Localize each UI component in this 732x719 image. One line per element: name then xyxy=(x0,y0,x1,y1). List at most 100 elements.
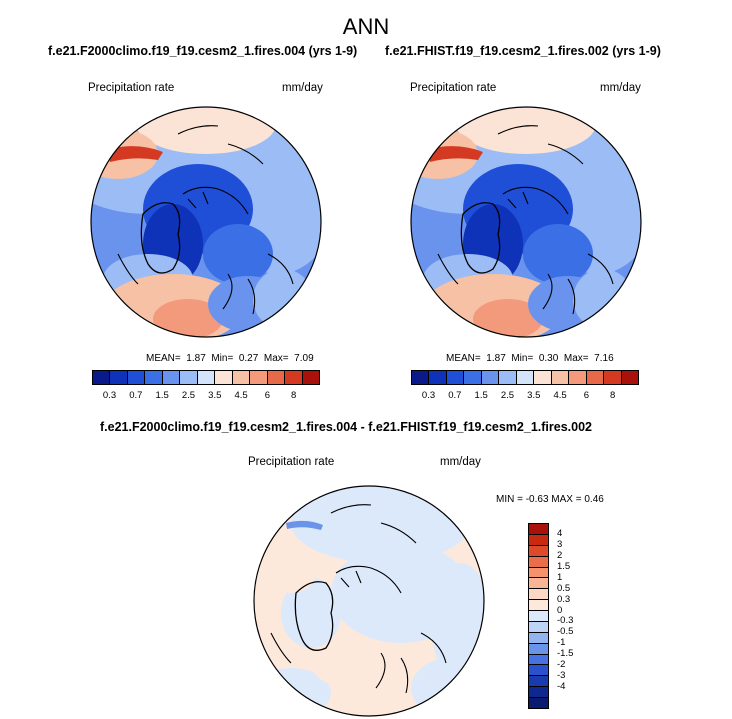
colorbar-tick-label: 4 xyxy=(557,527,563,539)
colorbar-tick-label: 2.5 xyxy=(181,390,196,401)
colorbar-swatch xyxy=(529,589,548,601)
colorbar-swatch xyxy=(145,371,163,384)
colorbar-tick-label: 0.3 xyxy=(557,593,571,605)
panel2-units-label: mm/day xyxy=(600,82,641,94)
colorbar-swatch xyxy=(569,371,587,384)
colorbar-swatch xyxy=(516,371,535,384)
colorbar-tick-label: -1.5 xyxy=(557,648,574,660)
panel1-units-label: mm/day xyxy=(282,82,323,94)
colorbar-tick-label: -3 xyxy=(557,670,566,682)
colorbar-swatch xyxy=(529,654,548,666)
colorbar-tick-label: -4 xyxy=(557,681,566,693)
main-title: ANN xyxy=(342,14,390,39)
difference-title: f.e21.F2000climo.f19_f19.cesm2_1.fires.0… xyxy=(100,420,592,434)
colorbar-tick-label: 4.5 xyxy=(553,390,567,401)
colorbar-swatch xyxy=(529,621,548,633)
panel2-stats: MEAN= 1.87 Min= 0.30 Max= 7.16 xyxy=(446,353,614,364)
colorbar-tick-label: -2 xyxy=(557,659,566,671)
panel2-case-title: f.e21.FHIST.f19_f19.cesm2_1.fires.002 (y… xyxy=(385,44,661,58)
colorbar-tick-label: 3.5 xyxy=(208,390,222,401)
difference-polar-map xyxy=(253,485,485,717)
panel1-min-label: Min= xyxy=(211,353,234,364)
panel1-variable-label: Precipitation rate xyxy=(88,82,175,94)
colorbar-tick-label: 1.5 xyxy=(557,560,571,572)
colorbar-swatch xyxy=(529,665,548,677)
colorbar-swatch xyxy=(529,600,548,611)
colorbar-tick-label: 6 xyxy=(264,390,271,401)
colorbar-swatch xyxy=(621,371,639,384)
colorbar-tick-label: 8 xyxy=(291,390,297,401)
colorbar-swatch xyxy=(110,371,128,384)
colorbar-swatch xyxy=(464,371,482,384)
colorbar-swatch xyxy=(481,371,500,384)
colorbar-tick-label: 3.5 xyxy=(527,390,541,401)
colorbar-swatch xyxy=(267,371,286,384)
colorbar-swatch xyxy=(529,534,548,546)
colorbar-swatch xyxy=(232,371,251,384)
panel1-stats: MEAN= 1.87 Min= 0.27 Max= 7.09 xyxy=(146,353,314,364)
colorbar-swatch xyxy=(180,371,198,384)
colorbar-tick-label: 1.5 xyxy=(474,390,488,401)
colorbar-tick-label: 3 xyxy=(557,538,563,550)
colorbar-tick-label: 6 xyxy=(583,390,590,401)
panel2-colorbar xyxy=(411,370,639,385)
panel1-max-label: Max= xyxy=(263,353,289,364)
colorbar-swatch xyxy=(285,371,303,384)
colorbar-swatch xyxy=(93,371,111,384)
panel2-max-value: 7.16 xyxy=(594,353,614,364)
panel2-min-label: Min= xyxy=(511,353,534,364)
difference-units-label: mm/day xyxy=(440,456,481,468)
panel1-case-title: f.e21.F2000climo.f19_f19.cesm2_1.fires.0… xyxy=(48,44,358,58)
colorbar-tick-label: 8 xyxy=(610,390,616,401)
colorbar-swatch xyxy=(551,371,570,384)
colorbar-swatch xyxy=(534,371,552,384)
colorbar-swatch xyxy=(499,371,517,384)
colorbar-swatch xyxy=(529,632,548,644)
colorbar-swatch xyxy=(529,687,548,698)
colorbar-tick-label: 0 xyxy=(557,604,563,616)
panel2-variable-label: Precipitation rate xyxy=(410,82,497,94)
colorbar-swatch xyxy=(604,371,622,384)
colorbar-tick-label: 0.5 xyxy=(557,582,571,594)
difference-variable-label: Precipitation rate xyxy=(248,456,335,468)
panel1-polar-map xyxy=(90,106,322,338)
colorbar-swatch xyxy=(197,371,216,384)
panel1-mean-label: MEAN= xyxy=(146,353,181,364)
panel1-mean-value: 1.87 xyxy=(186,353,206,364)
colorbar-swatch xyxy=(162,371,181,384)
colorbar-tick-label: -0.3 xyxy=(557,615,574,627)
panel2-max-label: Max= xyxy=(563,353,589,364)
colorbar-tick-label: 0.3 xyxy=(102,390,117,401)
panel1-colorbar xyxy=(92,370,320,385)
panel1-min-value: 0.27 xyxy=(238,353,259,364)
colorbar-swatch xyxy=(529,676,548,688)
colorbar-swatch xyxy=(127,371,146,384)
panel2-polar-map xyxy=(410,106,642,338)
colorbar-swatch xyxy=(529,545,548,557)
colorbar-swatch xyxy=(446,371,465,384)
colorbar-swatch xyxy=(302,371,320,384)
colorbar-tick-label: 2 xyxy=(557,549,563,561)
colorbar-swatch xyxy=(529,567,548,579)
panel2-mean-value: 1.87 xyxy=(486,353,506,364)
colorbar-tick-label: 0.7 xyxy=(129,390,143,401)
panel1-max-value: 7.09 xyxy=(294,353,314,364)
colorbar-swatch xyxy=(250,371,268,384)
colorbar-swatch xyxy=(412,371,430,384)
colorbar-tick-label: 1.5 xyxy=(155,390,169,401)
colorbar-swatch xyxy=(529,578,548,590)
colorbar-swatch xyxy=(529,524,548,535)
colorbar-tick-label: -1 xyxy=(557,637,566,649)
colorbar-swatch xyxy=(215,371,233,384)
colorbar-tick-label: 2.5 xyxy=(500,390,515,401)
colorbar-swatch xyxy=(529,611,548,622)
colorbar-swatch xyxy=(529,643,548,655)
colorbar-tick-label: 0.7 xyxy=(448,390,462,401)
colorbar-tick-label: 4.5 xyxy=(234,390,248,401)
panel2-min-value: 0.30 xyxy=(538,353,559,364)
colorbar-swatch xyxy=(429,371,447,384)
colorbar-swatch xyxy=(529,698,548,708)
panel2-mean-label: MEAN= xyxy=(446,353,481,364)
colorbar-tick-label: 0.3 xyxy=(421,390,436,401)
colorbar-tick-label: 1 xyxy=(557,571,563,583)
